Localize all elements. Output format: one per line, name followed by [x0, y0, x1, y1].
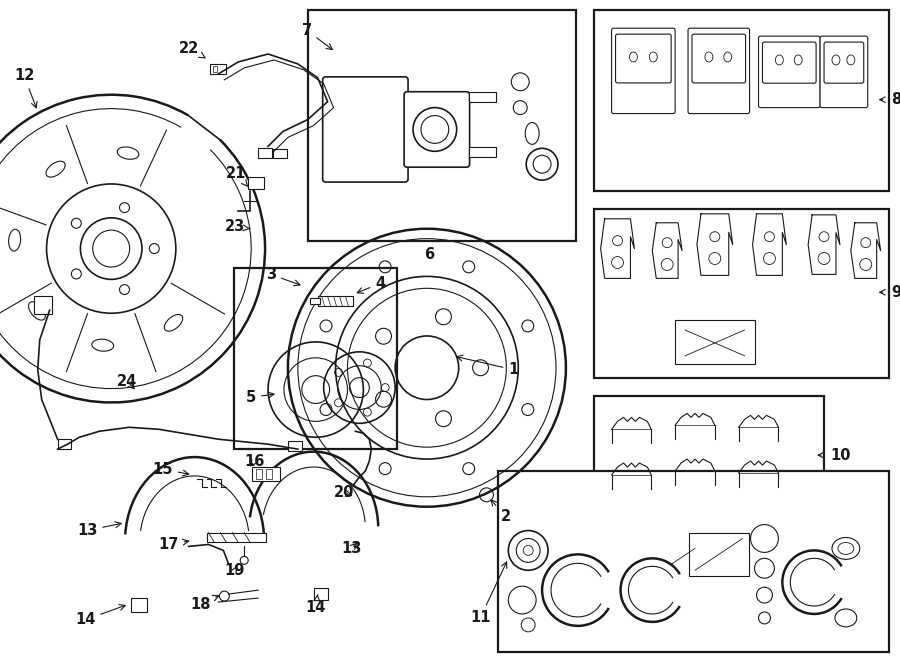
Bar — [499, 471, 888, 651]
Text: 8: 8 — [892, 92, 900, 107]
Text: 2: 2 — [491, 500, 510, 524]
Bar — [34, 297, 51, 314]
Bar — [266, 469, 272, 479]
Text: 12: 12 — [14, 68, 37, 108]
Text: 16: 16 — [244, 453, 265, 469]
Text: 14: 14 — [306, 595, 326, 616]
Text: 1: 1 — [456, 355, 518, 377]
Text: 19: 19 — [224, 563, 245, 578]
Bar — [256, 469, 262, 479]
FancyBboxPatch shape — [759, 36, 820, 108]
Bar — [689, 532, 749, 576]
Bar — [675, 320, 754, 363]
Text: 24: 24 — [117, 374, 138, 389]
FancyBboxPatch shape — [692, 34, 745, 83]
Text: 7: 7 — [302, 23, 332, 50]
Bar — [288, 441, 302, 451]
Text: 5: 5 — [246, 390, 274, 405]
FancyBboxPatch shape — [688, 28, 750, 114]
Text: 17: 17 — [158, 537, 189, 552]
Bar — [211, 64, 227, 74]
Bar — [314, 588, 328, 600]
Text: 9: 9 — [892, 285, 900, 300]
Bar — [308, 11, 576, 241]
Text: 6: 6 — [424, 247, 434, 261]
Bar — [58, 439, 71, 449]
Text: 11: 11 — [470, 562, 507, 626]
Text: 10: 10 — [830, 448, 850, 463]
Text: 13: 13 — [76, 522, 122, 538]
FancyBboxPatch shape — [404, 92, 470, 167]
Bar — [258, 148, 272, 158]
Bar — [318, 297, 354, 307]
Bar — [594, 395, 824, 514]
Text: 13: 13 — [341, 541, 362, 556]
Text: 21: 21 — [227, 166, 248, 186]
Bar — [273, 150, 287, 158]
Text: 20: 20 — [334, 485, 354, 500]
Bar — [234, 269, 397, 449]
Text: 22: 22 — [179, 40, 205, 58]
Bar — [310, 299, 320, 305]
Text: 3: 3 — [266, 267, 300, 286]
Bar — [213, 66, 218, 72]
Bar — [469, 148, 497, 158]
Bar — [131, 598, 147, 612]
FancyBboxPatch shape — [820, 36, 868, 108]
Bar — [594, 11, 888, 191]
Bar — [594, 209, 888, 377]
FancyBboxPatch shape — [323, 77, 408, 182]
Text: 23: 23 — [224, 219, 250, 234]
FancyBboxPatch shape — [616, 34, 671, 83]
Bar — [248, 177, 264, 189]
Text: 4: 4 — [357, 276, 385, 293]
Text: 14: 14 — [75, 604, 125, 628]
Bar — [469, 92, 497, 102]
Bar — [252, 467, 280, 481]
Bar — [206, 532, 266, 542]
Text: 18: 18 — [190, 595, 219, 612]
Text: 15: 15 — [152, 461, 189, 477]
FancyBboxPatch shape — [762, 42, 816, 83]
FancyBboxPatch shape — [824, 42, 864, 83]
FancyBboxPatch shape — [612, 28, 675, 114]
